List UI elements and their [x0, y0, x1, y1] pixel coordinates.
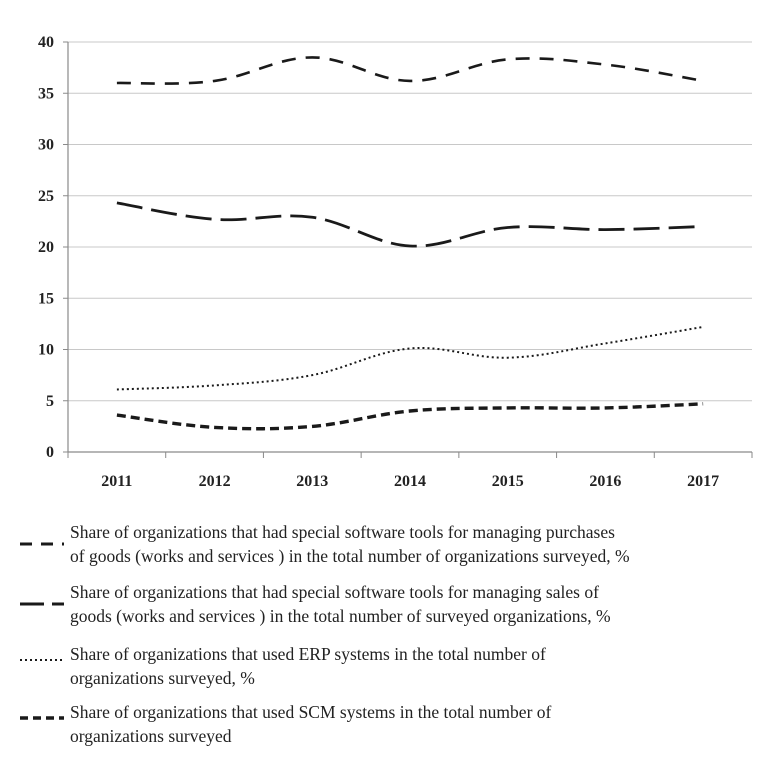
y-tick-label: 5 — [46, 393, 54, 410]
axes — [63, 41, 753, 458]
y-tick-label: 10 — [38, 342, 54, 359]
legend-label-sales: Share of organizations that had special … — [70, 580, 760, 628]
gridlines — [68, 41, 752, 402]
y-tick-label: 0 — [46, 444, 54, 461]
x-tick-label: 2011 — [101, 473, 132, 490]
data-point-erp-2017 — [702, 326, 704, 328]
legend-swatch-sales — [20, 602, 64, 606]
legend-swatch-purchases — [20, 542, 64, 546]
data-point-purchases-2015 — [507, 58, 509, 60]
data-point-purchases-2017 — [702, 80, 704, 82]
x-tick-label: 2013 — [296, 473, 328, 490]
y-tick-label: 20 — [38, 239, 54, 256]
data-point-sales-2017 — [702, 225, 704, 227]
legend-label-scm: Share of organizations that used SCM sys… — [70, 700, 760, 748]
x-tick-label: 2014 — [394, 473, 426, 490]
series-line-sales — [116, 201, 704, 248]
y-tick-labels: 0 5 10 15 20 25 30 35 40 — [38, 34, 54, 461]
legend-label-erp: Share of organizations that used ERP sys… — [70, 642, 760, 690]
legend-swatch-erp — [20, 659, 64, 661]
legend-label-purchases-line2: of goods (works and services ) in the to… — [70, 546, 630, 566]
x-tick-label: 2015 — [492, 473, 524, 490]
legend-label-sales-line2: goods (works and services ) in the total… — [70, 606, 611, 626]
legend-swatch-scm — [20, 716, 64, 720]
x-tick-label: 2016 — [589, 473, 621, 490]
series-line-purchases — [116, 56, 704, 85]
data-point-purchases-2016 — [604, 63, 606, 65]
y-tick-label: 15 — [38, 290, 54, 307]
legend-label-scm-line1: Share of organizations that used SCM sys… — [70, 702, 552, 722]
series-line-scm — [116, 402, 704, 431]
data-point-scm-2017 — [702, 403, 704, 405]
y-tick-label: 30 — [38, 137, 54, 154]
y-tick-label: 40 — [38, 34, 54, 51]
y-tick-label: 25 — [38, 188, 54, 205]
legend-label-purchases-line1: Share of organizations that had special … — [70, 522, 615, 542]
series-line-erp — [116, 325, 704, 391]
y-tick-label: 35 — [38, 85, 54, 102]
x-tick-label: 2012 — [199, 473, 231, 490]
legend-label-erp-line1: Share of organizations that used ERP sys… — [70, 644, 546, 664]
legend-label-scm-line2: organizations surveyed — [70, 726, 232, 746]
x-tick-labels: 2011 2012 2013 2014 2015 2016 2017 — [101, 473, 719, 490]
legend-label-erp-line2: organizations surveyed, % — [70, 668, 255, 688]
legend-label-sales-line1: Share of organizations that had special … — [70, 582, 599, 602]
series-lines — [116, 56, 704, 431]
legend-label-purchases: Share of organizations that had special … — [70, 520, 760, 568]
data-point-sales-2012 — [213, 218, 215, 220]
x-tick-label: 2017 — [687, 473, 719, 490]
